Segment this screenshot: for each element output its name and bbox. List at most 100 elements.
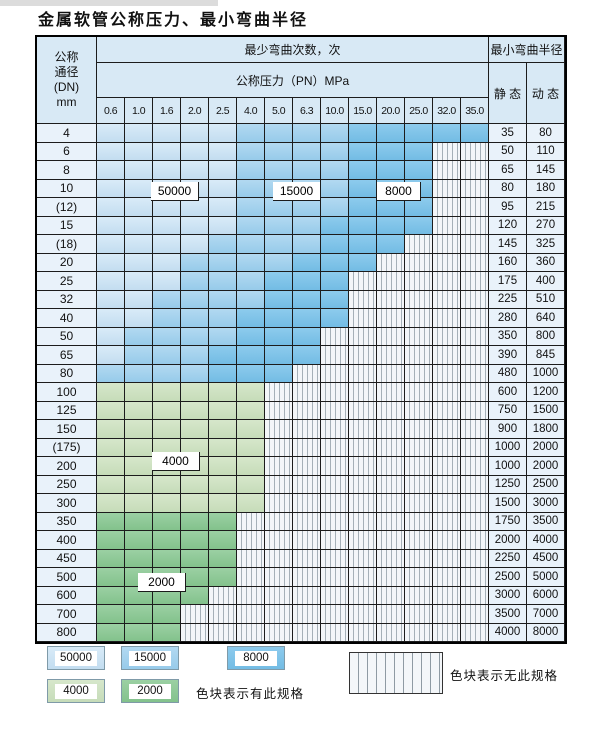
grid-cell — [265, 494, 293, 513]
dynamic-cell: 80 — [527, 124, 565, 143]
dn-cell: (12) — [37, 198, 97, 217]
grid-cell — [321, 623, 349, 642]
grid-cell — [349, 253, 377, 272]
grid-cell — [321, 586, 349, 605]
grid-cell — [405, 124, 433, 143]
grid-cell — [181, 420, 209, 439]
grid-cell — [125, 383, 153, 402]
grid-cell — [293, 568, 321, 587]
static-cell: 2250 — [489, 549, 527, 568]
grid-cell — [349, 494, 377, 513]
grid-cell — [209, 401, 237, 420]
grid-cell — [265, 124, 293, 143]
dynamic-cell: 1800 — [527, 420, 565, 439]
corner-line-3: (DN) — [53, 80, 80, 94]
static-cell: 3000 — [489, 586, 527, 605]
dn-cell: 15 — [37, 216, 97, 235]
grid-cell — [321, 327, 349, 346]
grid-cell — [237, 161, 265, 180]
grid-cell — [349, 586, 377, 605]
grid-cell — [125, 290, 153, 309]
legend-swatch-2000: 2000 — [121, 679, 179, 703]
grid-cell — [377, 568, 405, 587]
grid-cell — [349, 531, 377, 550]
grid-cell — [293, 383, 321, 402]
grid-cell — [461, 364, 489, 383]
static-cell: 1750 — [489, 512, 527, 531]
grid-cell — [321, 142, 349, 161]
grid-cell — [433, 605, 461, 624]
grid-cell — [209, 568, 237, 587]
pressure-header-cell: 15.0 — [349, 98, 377, 124]
dynamic-cell: 800 — [527, 327, 565, 346]
grid-cell — [97, 272, 125, 291]
grid-cell — [153, 549, 181, 568]
grid-cell — [461, 198, 489, 217]
grid-cell — [349, 605, 377, 624]
grid-cell — [97, 531, 125, 550]
dynamic-cell: 360 — [527, 253, 565, 272]
dynamic-cell: 4500 — [527, 549, 565, 568]
grid-cell — [209, 198, 237, 217]
grid-cell — [377, 438, 405, 457]
grid-cell — [321, 512, 349, 531]
grid-cell — [153, 272, 181, 291]
grid-cell — [433, 327, 461, 346]
grid-cell — [349, 198, 377, 217]
grid-cell — [209, 142, 237, 161]
grid-cell — [321, 438, 349, 457]
grid-cell — [265, 198, 293, 217]
grid-cell — [181, 272, 209, 291]
grid-cell — [461, 179, 489, 198]
pressure-header-cell: 20.0 — [377, 98, 405, 124]
pressure-header-cell: 32.0 — [433, 98, 461, 124]
grid-cell — [433, 623, 461, 642]
dynamic-cell: 2000 — [527, 457, 565, 476]
grid-cell — [181, 531, 209, 550]
legend-swatch-value: 50000 — [55, 650, 97, 666]
grid-cell — [461, 327, 489, 346]
grid-cell — [293, 290, 321, 309]
grid-cell — [97, 290, 125, 309]
grid-cell — [433, 549, 461, 568]
grid-cell — [125, 346, 153, 365]
static-cell: 80 — [489, 179, 527, 198]
grid-cell — [237, 457, 265, 476]
cycle-count-label: 8000 — [377, 181, 421, 201]
grid-cell — [433, 568, 461, 587]
grid-cell — [293, 420, 321, 439]
grid-cell — [237, 309, 265, 328]
grid-cell — [181, 494, 209, 513]
grid-cell — [181, 161, 209, 180]
grid-cell — [433, 216, 461, 235]
grid-cell — [433, 401, 461, 420]
dn-cell: 400 — [37, 531, 97, 550]
grid-cell — [97, 142, 125, 161]
grid-cell — [461, 290, 489, 309]
grid-cell — [349, 235, 377, 254]
grid-cell — [321, 364, 349, 383]
grid-cell — [321, 161, 349, 180]
grid-cell — [433, 290, 461, 309]
grid-cell — [125, 161, 153, 180]
grid-cell — [237, 438, 265, 457]
legend-swatch-8000: 8000 — [227, 646, 285, 670]
grid-cell — [405, 401, 433, 420]
grid-cell — [433, 253, 461, 272]
dn-cell: 20 — [37, 253, 97, 272]
grid-cell — [461, 568, 489, 587]
grid-cell — [125, 494, 153, 513]
scan-artifact-strip — [0, 0, 218, 6]
static-cell: 750 — [489, 401, 527, 420]
grid-cell — [209, 253, 237, 272]
grid-cell — [237, 475, 265, 494]
pressure-header-cell: 25.0 — [405, 98, 433, 124]
pressure-header-cell: 35.0 — [461, 98, 489, 124]
grid-cell — [125, 179, 153, 198]
grid-cell — [461, 142, 489, 161]
grid-cell — [349, 401, 377, 420]
grid-cell — [181, 235, 209, 254]
grid-cell — [153, 309, 181, 328]
grid-cell — [293, 253, 321, 272]
grid-cell — [153, 198, 181, 217]
